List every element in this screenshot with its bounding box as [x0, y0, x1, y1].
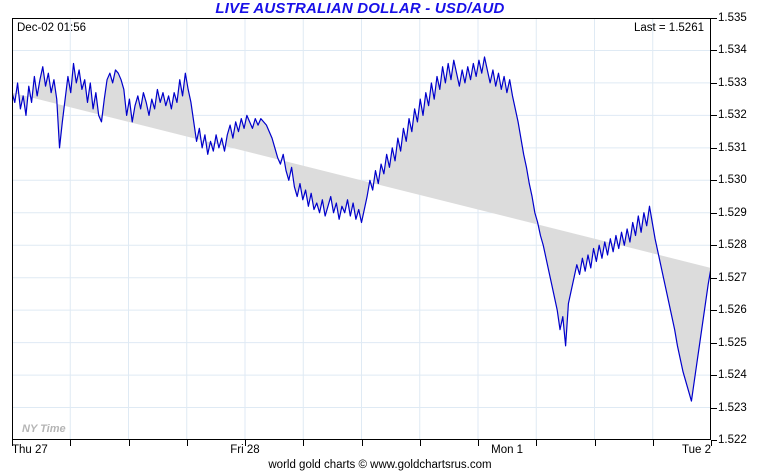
x-axis-tick-label: Thu 27	[12, 444, 48, 456]
x-axis-tick-mark	[536, 440, 538, 446]
y-axis-tick-label: 1.523	[718, 401, 747, 414]
y-axis-tick-mark	[711, 180, 717, 182]
y-axis-tick-mark	[711, 277, 717, 279]
y-axis-tick-label: 1.530	[718, 174, 747, 187]
last-price-label: Last = 1.5261	[633, 22, 704, 34]
timezone-watermark: NY Time	[22, 423, 66, 435]
x-axis-tick-mark	[128, 440, 130, 446]
plot-border	[12, 18, 711, 440]
y-axis-tick-mark	[711, 245, 717, 247]
y-axis-tick-mark	[711, 18, 717, 19]
y-axis-tick-label: 1.535	[718, 12, 747, 24]
y-axis-tick-label: 1.533	[718, 76, 747, 89]
x-axis-tick-mark	[419, 440, 421, 446]
price-line	[12, 56, 711, 402]
y-axis-tick-label: 1.527	[718, 271, 747, 284]
x-axis-tick-mark	[245, 440, 246, 446]
y-axis-tick-mark	[711, 115, 717, 117]
plot-area	[12, 18, 711, 440]
y-axis-tick-mark	[711, 50, 717, 52]
y-axis-tick-label: 1.534	[718, 44, 747, 57]
x-axis-tick-mark	[711, 440, 712, 446]
y-axis-tick-mark	[711, 147, 717, 149]
chart-title: LIVE AUSTRALIAN DOLLAR - USD/AUD	[215, 0, 505, 17]
x-axis-tick-mark	[12, 440, 13, 446]
y-axis-tick-mark	[711, 310, 717, 312]
x-axis-tick-label: Tue 2	[682, 444, 711, 456]
y-axis-tick-mark	[711, 82, 717, 84]
y-axis-tick-label: 1.529	[718, 206, 747, 219]
x-axis-tick-mark	[361, 440, 363, 446]
price-chart-svg	[12, 18, 711, 440]
y-axis-tick-mark	[711, 375, 717, 377]
x-axis-tick-mark	[594, 440, 596, 446]
y-axis-tick-label: 1.525	[718, 336, 747, 349]
x-axis-tick-mark	[478, 440, 479, 446]
y-axis-tick-label: 1.531	[718, 141, 747, 154]
y-axis-tick-label: 1.532	[718, 109, 747, 122]
y-axis-tick-mark	[711, 212, 717, 214]
x-axis-tick-label: Fri 28	[230, 444, 260, 456]
timestamp-label: Dec-02 01:56	[17, 22, 87, 34]
x-axis-tick-mark	[70, 440, 72, 446]
x-axis-tick-mark	[652, 440, 654, 446]
x-axis-tick-mark	[303, 440, 305, 446]
y-axis-tick-label: 1.522	[718, 434, 747, 446]
y-axis-tick-label: 1.528	[718, 239, 747, 252]
x-axis-tick-mark	[186, 440, 188, 446]
price-area-fill	[12, 56, 711, 402]
y-axis-tick-label: 1.524	[718, 369, 747, 382]
footer-credit: world gold charts © www.goldchartsrus.co…	[268, 459, 492, 471]
y-axis-tick-mark	[711, 342, 717, 344]
y-axis-tick-label: 1.526	[718, 304, 747, 317]
x-axis-tick-label: Mon 1	[491, 444, 524, 456]
y-axis-tick-mark	[711, 440, 717, 441]
y-axis-tick-mark	[711, 407, 717, 409]
vertical-gridlines	[69, 18, 654, 440]
